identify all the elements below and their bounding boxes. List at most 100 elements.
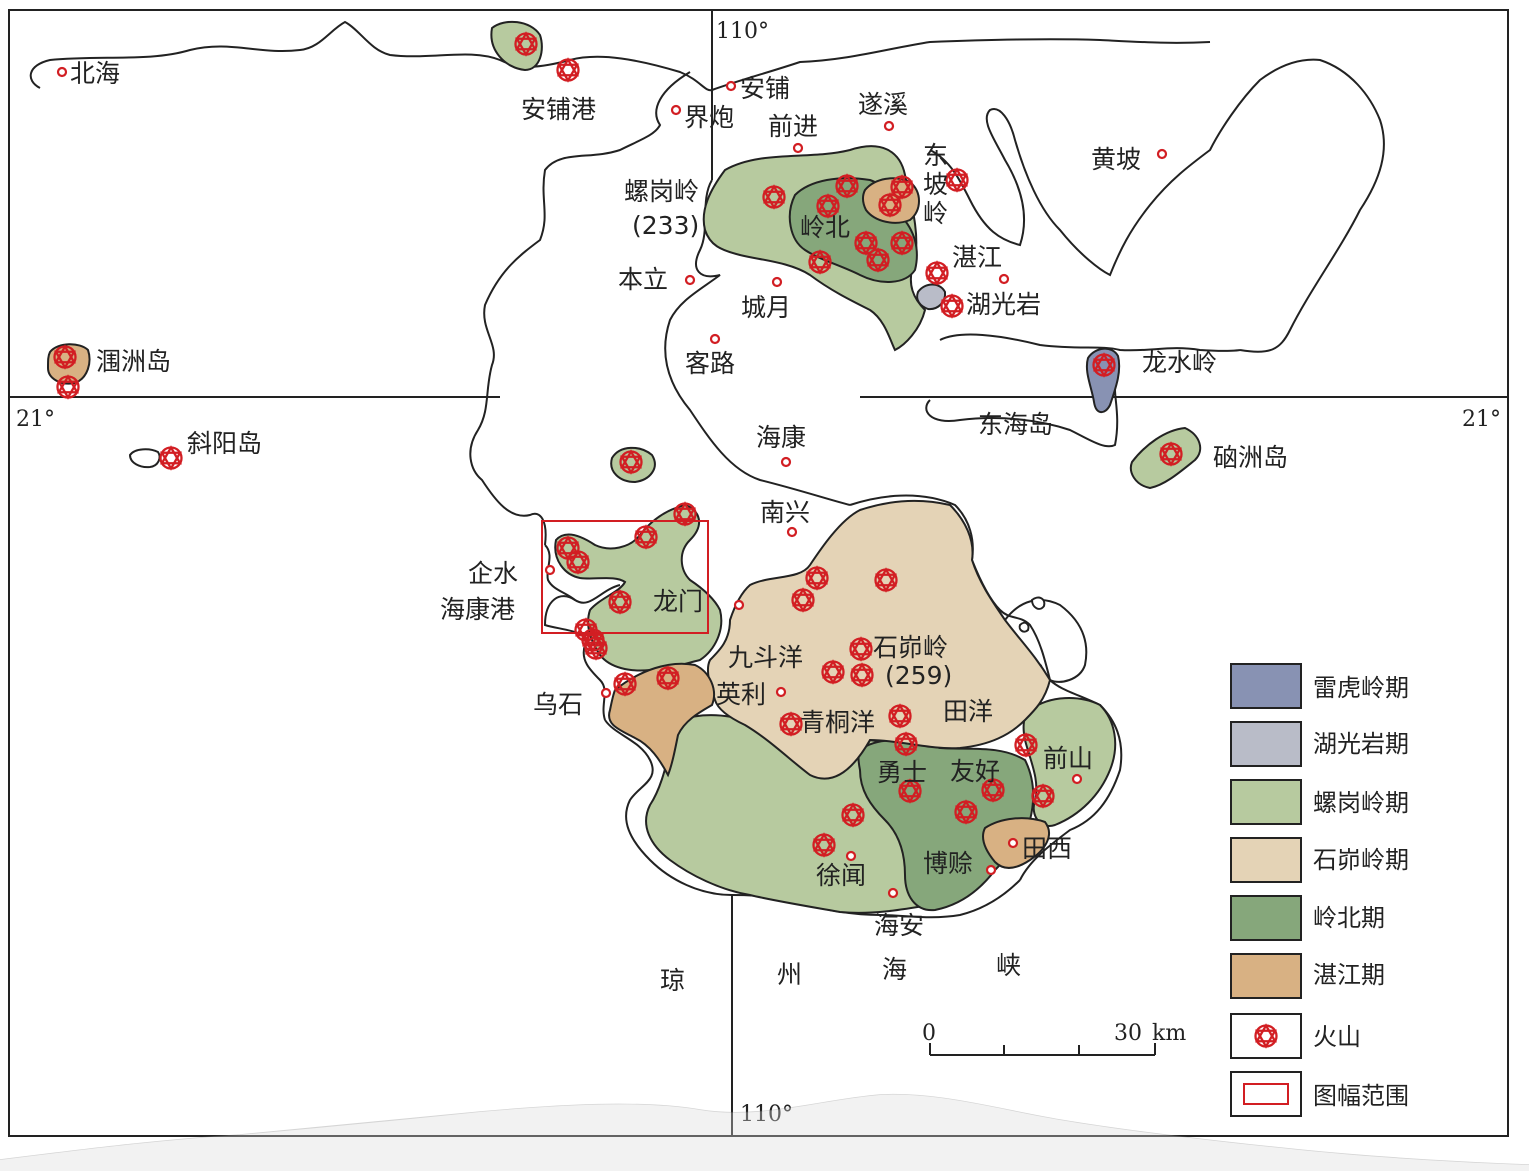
- label-strait-4: 峡: [996, 951, 1021, 980]
- unit-zhanjiang-wushi: [608, 662, 715, 778]
- label-strait-2: 州: [777, 960, 802, 989]
- label-tianyang: 田洋: [943, 697, 993, 726]
- xieyang-island: [128, 448, 161, 469]
- legend-label-lingbei: 岭北期: [1313, 904, 1385, 932]
- city-points: [56, 66, 1168, 899]
- label-donggongling-1: 东: [923, 141, 948, 170]
- label-qianshan: 前山: [1043, 744, 1093, 773]
- label-donggongling-2: 坡: [923, 170, 948, 199]
- label-qianjin: 前进: [768, 112, 818, 141]
- label-luoganglin: 螺岗岭: [624, 177, 699, 206]
- scale-label-zero: 0: [922, 1021, 936, 1046]
- label-yingli: 英利: [716, 680, 766, 709]
- leizhou-west-coast: [469, 71, 691, 546]
- legend: 雷虎岭期 湖光岩期 螺岗岭期 石峁岭期 岭北期 湛江期 火山 图幅范围: [1230, 663, 1409, 1117]
- volcano-marker: [945, 168, 969, 192]
- city-point-tianxi: [1007, 837, 1019, 849]
- leizhou-south-coast: [604, 719, 1021, 919]
- legend-swatch-leihuling: [1230, 663, 1302, 709]
- legend-label-huguangyan: 湖光岩期: [1313, 730, 1409, 758]
- label-weizhoudao: 涠洲岛: [96, 347, 171, 376]
- city-point-jiepao: [670, 104, 682, 116]
- label-luoganglin-alt: (233): [632, 211, 699, 240]
- label-strait-3: 海: [882, 955, 907, 984]
- legend-swatch-shimaoling: [1230, 837, 1302, 883]
- north-coastline: [29, 20, 713, 92]
- legend-label-leihuling: 雷虎岭期: [1313, 674, 1409, 702]
- city-point-yingli: [775, 686, 787, 698]
- label-anpugang: 安铺港: [521, 95, 596, 124]
- anpu-coast: [711, 38, 1211, 91]
- label-nanxing: 南兴: [760, 498, 810, 527]
- volcano-marker: [925, 261, 949, 285]
- legend-swatch-frame: [1230, 1071, 1302, 1117]
- label-suixi: 遂溪: [858, 90, 908, 119]
- label-huguangyan: 湖光岩: [966, 290, 1041, 319]
- qishui-inlet: [544, 544, 576, 601]
- label-shimaoling: 石峁岭: [873, 633, 948, 662]
- city-point-qishui: [544, 564, 556, 576]
- city-point-xuwen: [845, 850, 857, 862]
- legend-swatch-lingbei: [1230, 895, 1302, 941]
- tianyang-shore: [1004, 599, 1088, 683]
- lon-label-bottom: 110°: [740, 1102, 793, 1127]
- city-point-qianshan: [1071, 773, 1083, 785]
- label-tianxi: 田西: [1022, 834, 1072, 863]
- label-donghaidao: 东海岛: [978, 410, 1053, 439]
- label-naozhoudao: 硇洲岛: [1213, 443, 1288, 472]
- unit-naozhou: [1130, 426, 1202, 490]
- city-point-nanxing: [786, 526, 798, 538]
- city-point-haian: [887, 887, 899, 899]
- legend-label-volcano: 火山: [1313, 1023, 1361, 1051]
- label-anpu: 安铺: [740, 74, 790, 103]
- city-point-zhanjiang: [998, 273, 1010, 285]
- city-point-kelu: [709, 333, 721, 345]
- legend-swatch-zhanjiang: [1230, 953, 1302, 999]
- legend-swatch-volcano: [1230, 1013, 1302, 1059]
- city-point-benli: [684, 274, 696, 286]
- donghai-coast: [939, 333, 1241, 352]
- volcano-marker: [940, 294, 964, 318]
- background-terrain: [0, 1093, 1529, 1171]
- label-jiepao: 界炮: [684, 103, 734, 132]
- label-haian: 海安: [874, 911, 924, 940]
- label-longmen: 龙门: [653, 587, 703, 616]
- label-strait-1: 琼: [660, 966, 685, 995]
- label-beihai: 北海: [70, 59, 120, 88]
- city-point-huangpo: [1156, 148, 1168, 160]
- city-point-bosang: [985, 864, 997, 876]
- label-xieyangdao: 斜阳岛: [187, 429, 262, 458]
- legend-swatch-huguangyan: [1230, 721, 1302, 767]
- legend-label-shimaoling: 石峁岭期: [1313, 846, 1409, 874]
- scale-label-thirty: 30: [1114, 1021, 1142, 1046]
- city-point-suixi: [883, 120, 895, 132]
- place-labels: 北海 安铺港 安铺 界炮 遂溪 前进 黄坡 东 坡 岭 螺岗岭 (233) 岭北…: [70, 59, 1288, 995]
- label-wushi: 乌石: [533, 690, 583, 719]
- map-frame: [8, 9, 1509, 1137]
- label-youhao: 友好: [950, 757, 1000, 786]
- label-huangpo: 黄坡: [1091, 145, 1141, 174]
- leizhou-east-coast: [849, 494, 1123, 881]
- city-point-qianjin: [792, 142, 804, 154]
- label-chengyue: 城月: [741, 293, 791, 322]
- city-point-longmen: [733, 599, 745, 611]
- scale-label-unit: km: [1152, 1021, 1186, 1046]
- legend-label-zhanjiang: 湛江期: [1313, 961, 1385, 989]
- label-benli: 本立: [618, 265, 668, 294]
- label-xuwen: 徐闻: [816, 861, 866, 890]
- city-point-beihai: [56, 66, 68, 78]
- label-shimaoling-alt: (259): [885, 661, 952, 690]
- city-point-chengyue: [771, 276, 783, 288]
- city-point-wushi: [600, 687, 612, 699]
- wushi-coast: [543, 584, 621, 721]
- label-jiudouyang: 九斗洋: [728, 643, 803, 672]
- label-haikang: 海康: [756, 423, 806, 452]
- islet-2: [1018, 621, 1030, 633]
- label-yongshi: 勇士: [877, 758, 927, 787]
- label-lingbei: 岭北: [800, 213, 850, 242]
- lat-label-left: 21°: [16, 407, 55, 432]
- city-point-anpu: [725, 80, 737, 92]
- sheet-extent-box: [541, 520, 709, 634]
- legend-label-frame: 图幅范围: [1313, 1082, 1409, 1110]
